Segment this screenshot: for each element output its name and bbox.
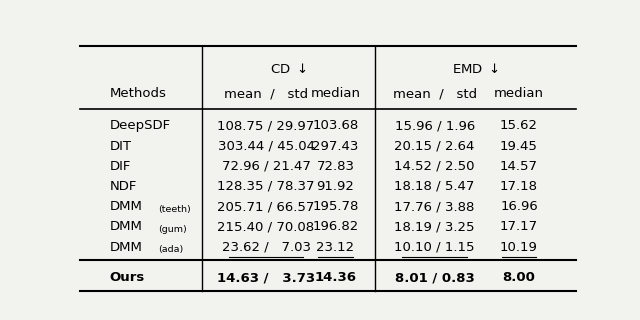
Text: 10.19: 10.19 xyxy=(500,241,538,254)
Text: (ada): (ada) xyxy=(158,245,184,254)
Text: median: median xyxy=(310,87,360,100)
Text: mean  /   std: mean / std xyxy=(392,87,477,100)
Text: 215.40 / 70.08: 215.40 / 70.08 xyxy=(218,220,315,233)
Text: Ours: Ours xyxy=(110,271,145,284)
Text: EMD $\downarrow$: EMD $\downarrow$ xyxy=(452,62,499,76)
Text: 10.10 / 1.15: 10.10 / 1.15 xyxy=(394,241,475,254)
Text: DIF: DIF xyxy=(110,160,131,173)
Text: 128.35 / 78.37: 128.35 / 78.37 xyxy=(217,180,315,193)
Text: DMM: DMM xyxy=(110,200,143,213)
Text: Methods: Methods xyxy=(110,87,166,100)
Text: 196.82: 196.82 xyxy=(312,220,358,233)
Text: 8.00: 8.00 xyxy=(502,271,536,284)
Text: 18.19 / 3.25: 18.19 / 3.25 xyxy=(394,220,475,233)
Text: (teeth): (teeth) xyxy=(158,205,191,214)
Text: 17.76 / 3.88: 17.76 / 3.88 xyxy=(394,200,475,213)
Text: 20.15 / 2.64: 20.15 / 2.64 xyxy=(394,140,475,153)
Text: 14.52 / 2.50: 14.52 / 2.50 xyxy=(394,160,475,173)
Text: DIT: DIT xyxy=(110,140,132,153)
Text: 72.83: 72.83 xyxy=(316,160,355,173)
Text: CD $\downarrow$: CD $\downarrow$ xyxy=(270,62,307,76)
Text: 19.45: 19.45 xyxy=(500,140,538,153)
Text: 17.18: 17.18 xyxy=(500,180,538,193)
Text: 15.96 / 1.96: 15.96 / 1.96 xyxy=(394,119,475,132)
Text: 91.92: 91.92 xyxy=(317,180,355,193)
Text: 14.36: 14.36 xyxy=(314,271,356,284)
Text: mean  /   std: mean / std xyxy=(224,87,308,100)
Text: 205.71 / 66.57: 205.71 / 66.57 xyxy=(218,200,315,213)
Text: 108.75 / 29.97: 108.75 / 29.97 xyxy=(218,119,315,132)
Text: 14.57: 14.57 xyxy=(500,160,538,173)
Text: 195.78: 195.78 xyxy=(312,200,358,213)
Text: 8.01 / 0.83: 8.01 / 0.83 xyxy=(395,271,474,284)
Text: DeepSDF: DeepSDF xyxy=(110,119,171,132)
Text: 17.17: 17.17 xyxy=(500,220,538,233)
Text: 16.96: 16.96 xyxy=(500,200,538,213)
Text: 18.18 / 5.47: 18.18 / 5.47 xyxy=(394,180,475,193)
Text: 15.62: 15.62 xyxy=(500,119,538,132)
Text: DMM: DMM xyxy=(110,241,143,254)
Text: DMM: DMM xyxy=(110,220,143,233)
Text: 14.63 /   3.73: 14.63 / 3.73 xyxy=(217,271,315,284)
Text: NDF: NDF xyxy=(110,180,137,193)
Text: 303.44 / 45.04: 303.44 / 45.04 xyxy=(218,140,314,153)
Text: (gum): (gum) xyxy=(158,225,187,234)
Text: median: median xyxy=(494,87,544,100)
Text: 103.68: 103.68 xyxy=(312,119,358,132)
Text: 23.62 /   7.03: 23.62 / 7.03 xyxy=(221,241,310,254)
Text: 297.43: 297.43 xyxy=(312,140,358,153)
Text: 72.96 / 21.47: 72.96 / 21.47 xyxy=(221,160,310,173)
Text: 23.12: 23.12 xyxy=(316,241,355,254)
